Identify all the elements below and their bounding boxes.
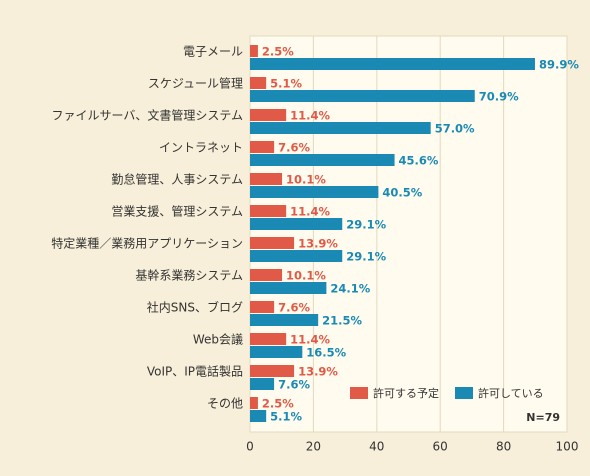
bar: [250, 237, 295, 249]
bar: [250, 58, 535, 70]
bar: [250, 250, 343, 262]
value-label: 2.5%: [262, 45, 294, 59]
bar: [250, 365, 295, 377]
y-tick-label: 勤怠管理、人事システム: [111, 172, 243, 187]
value-label: 29.1%: [346, 250, 386, 264]
value-label: 29.1%: [346, 218, 386, 232]
y-tick-label: その他: [207, 397, 243, 411]
bar: [250, 77, 267, 89]
value-label: 11.4%: [290, 109, 330, 123]
legend-label: 許可する予定: [373, 386, 439, 400]
value-label: 7.6%: [278, 141, 310, 155]
value-label: 40.5%: [382, 186, 422, 200]
value-label: 2.5%: [262, 397, 294, 411]
x-tick-label: 40: [369, 440, 384, 454]
bar: [250, 141, 275, 153]
x-tick-label: 0: [246, 440, 254, 454]
bar: [250, 186, 379, 198]
value-label: 45.6%: [399, 154, 439, 168]
y-tick-label: ファイルサーバ、文書管理システム: [51, 108, 243, 123]
value-label: 5.1%: [270, 410, 302, 424]
bar: [250, 154, 395, 166]
y-tick-label: 電子メール: [183, 45, 243, 59]
value-label: 10.1%: [286, 269, 326, 283]
bar: [250, 410, 267, 422]
y-tick-label: VoIP、IP電話製品: [147, 364, 243, 379]
y-tick-label: Web会議: [193, 333, 243, 347]
x-tick-label: 80: [496, 440, 511, 454]
bar: [250, 378, 275, 390]
y-tick-label: 基幹系業務システム: [135, 268, 243, 283]
legend-swatch: [350, 387, 368, 399]
legend-swatch: [455, 387, 473, 399]
value-label: 11.4%: [290, 333, 330, 347]
value-label: 10.1%: [286, 173, 326, 187]
bar: [250, 90, 475, 102]
bar: [250, 301, 275, 313]
x-tick-label: 100: [556, 440, 579, 454]
x-tick-label: 20: [306, 440, 321, 454]
value-label: 89.9%: [539, 58, 579, 72]
value-label: 70.9%: [479, 90, 519, 104]
bar: [250, 205, 287, 217]
bar: [250, 45, 258, 57]
x-tick-label: 60: [433, 440, 448, 454]
value-label: 7.6%: [278, 378, 310, 392]
bar: [250, 397, 258, 409]
value-label: 11.4%: [290, 205, 330, 219]
y-tick-label: 社内SNS、ブログ: [147, 300, 243, 315]
value-label: 7.6%: [278, 301, 310, 315]
value-label: 5.1%: [270, 77, 302, 91]
legend-label: 許可している: [478, 387, 544, 400]
value-label: 57.0%: [435, 122, 475, 136]
value-label: 13.9%: [298, 365, 338, 379]
value-label: 13.9%: [298, 237, 338, 251]
bar: [250, 346, 303, 358]
y-tick-label: イントラネット: [159, 141, 243, 155]
bar: [250, 282, 327, 294]
value-label: 21.5%: [322, 314, 362, 328]
y-tick-label: スケジュール管理: [148, 76, 243, 91]
y-tick-label: 特定業種／業務用アプリケーション: [51, 236, 243, 251]
bar: [250, 218, 343, 230]
bar: [250, 269, 283, 281]
bar: [250, 333, 287, 345]
bar: [250, 173, 283, 185]
bar: [250, 122, 431, 134]
bar: [250, 314, 319, 326]
value-label: 16.5%: [306, 346, 346, 360]
value-label: 24.1%: [330, 282, 370, 296]
note: N=79: [526, 411, 560, 424]
y-tick-label: 営業支援、管理システム: [111, 204, 243, 219]
bar: [250, 109, 287, 121]
